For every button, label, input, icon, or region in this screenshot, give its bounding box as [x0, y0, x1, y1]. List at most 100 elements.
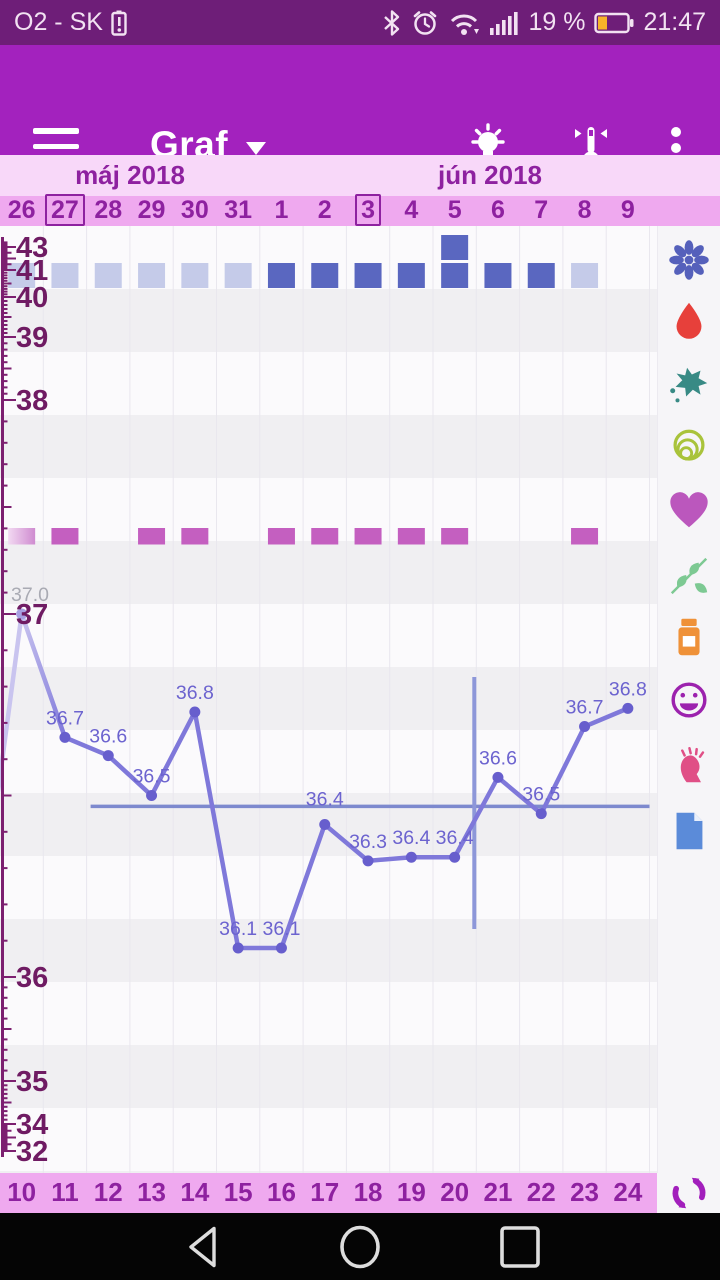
temp-point[interactable]	[275, 942, 287, 954]
bottom-date-cell[interactable]: 15	[223, 1177, 253, 1207]
temp-point[interactable]	[16, 608, 28, 620]
pink-indicator-bar	[267, 528, 295, 545]
battery-alert-icon	[111, 10, 127, 36]
bottom-date-cell[interactable]: 12	[93, 1177, 123, 1207]
bbt-chart[interactable]: 37.0 36.7 36.6 36.5 36.8 36.1 36.1 36.4 36.3 36.4…	[0, 226, 720, 1173]
top-date-cell[interactable]: 4	[404, 196, 419, 224]
symptom-square	[94, 263, 122, 288]
bottom-date-cell[interactable]: 22	[526, 1177, 556, 1207]
bottom-date-cell[interactable]: 18	[353, 1177, 383, 1207]
top-date-cell[interactable]: 28	[94, 196, 123, 224]
temp-point[interactable]	[189, 706, 201, 718]
symptom-square	[397, 263, 425, 288]
top-date-cell[interactable]: 5	[447, 196, 462, 224]
temp-point[interactable]	[102, 750, 114, 762]
pink-indicator-bar	[311, 528, 339, 545]
symptom-icon-panel	[657, 226, 720, 1173]
pink-indicator-bar	[441, 528, 469, 545]
herbs-icon[interactable]	[666, 553, 712, 599]
temp-value-label: 36.4	[436, 827, 474, 849]
bottom-date-cell[interactable]: 23	[570, 1177, 599, 1207]
mood-icon[interactable]	[666, 677, 712, 723]
temp-point[interactable]	[405, 851, 417, 863]
temp-point[interactable]	[579, 721, 591, 733]
temp-value-label: 36.8	[609, 678, 647, 700]
temp-point[interactable]	[622, 702, 634, 714]
bottom-date-row: 10 11 12 13 14 15 16 17 18 19 20 21 22 23 24	[0, 1173, 657, 1213]
bottom-date-cell[interactable]: 20	[440, 1177, 470, 1207]
bottom-date-cell[interactable]: 19	[396, 1177, 426, 1207]
bottom-date-cell[interactable]: 17	[310, 1177, 340, 1207]
bottom-date-cell[interactable]: 14	[180, 1177, 210, 1207]
bottom-date-cell[interactable]: 10	[7, 1177, 37, 1207]
battery-percent-label: 19 %	[528, 8, 586, 36]
top-date-cell[interactable]: 1	[274, 196, 289, 224]
y-axis-label: 35	[16, 1066, 48, 1098]
top-date-cell[interactable]: 30	[180, 196, 209, 224]
chart-plot[interactable]: 37.036.736.636.536.836.1 36.136.436.3 36.4…	[0, 226, 657, 1173]
symptom-square	[138, 263, 166, 288]
top-date-cell[interactable]: 27	[43, 194, 86, 226]
pink-indicator-bar	[181, 528, 209, 545]
temp-value-label: 36.8	[176, 682, 214, 704]
temp-point[interactable]	[232, 942, 244, 954]
bottom-date-cell[interactable]: 16	[266, 1177, 296, 1207]
chevron-down-icon[interactable]	[246, 142, 266, 155]
symptom-square	[8, 263, 36, 288]
top-date-cell[interactable]: 3	[346, 194, 389, 226]
temp-value-label: 36.1	[219, 918, 257, 940]
temp-value-label: 36.1	[262, 918, 300, 940]
temp-value-label: 36.5	[133, 766, 171, 788]
y-axis-label: 32	[16, 1136, 48, 1168]
bottom-date-cell[interactable]: 11	[51, 1177, 79, 1207]
home-icon[interactable]	[337, 1225, 383, 1269]
note-icon[interactable]	[666, 808, 712, 854]
symptom-square	[354, 263, 382, 288]
flower-icon[interactable]	[666, 237, 712, 283]
symptom-square	[181, 263, 209, 288]
bluetooth-icon	[384, 9, 400, 36]
sync-icon[interactable]	[670, 1174, 708, 1212]
stress-icon[interactable]	[666, 742, 712, 788]
month-label-may: máj 2018	[75, 160, 185, 190]
top-date-cell[interactable]: 2	[317, 196, 332, 224]
temp-point[interactable]	[362, 855, 374, 867]
wifi-icon	[451, 14, 480, 35]
heart-icon[interactable]	[666, 487, 712, 533]
y-axis-label: 34	[16, 1109, 48, 1141]
recents-icon[interactable]	[497, 1225, 543, 1269]
symptom-square	[527, 263, 555, 288]
pink-indicator-bar	[397, 528, 425, 545]
pink-indicator-bar	[354, 528, 382, 545]
temp-point[interactable]	[59, 731, 71, 743]
symptom-square	[51, 263, 79, 288]
temp-point[interactable]	[319, 819, 331, 831]
blood-drop-icon[interactable]	[666, 299, 712, 345]
temp-value-label: 36.5	[522, 784, 560, 806]
temp-point[interactable]	[449, 851, 461, 863]
medicine-icon[interactable]	[666, 614, 712, 660]
temp-value-label: 36.7	[46, 707, 84, 729]
top-date-cell[interactable]: 31	[224, 196, 253, 224]
top-date-cell[interactable]: 7	[534, 196, 549, 224]
pink-indicator-bar	[571, 528, 599, 545]
bottom-date-cell[interactable]: 21	[483, 1177, 513, 1207]
bottom-date-cell[interactable]: 13	[137, 1177, 166, 1207]
top-date-cell[interactable]: 6	[490, 196, 505, 224]
splash-icon[interactable]	[666, 362, 712, 408]
temp-point[interactable]	[535, 808, 547, 820]
top-date-cell[interactable]: 9	[620, 196, 635, 224]
symptom-square	[441, 263, 469, 288]
temp-value-label: 36.6	[89, 726, 127, 748]
top-date-cell[interactable]: 8	[577, 196, 592, 224]
top-date-cell[interactable]: 26	[7, 196, 36, 224]
bottom-date-cell[interactable]: 24	[613, 1177, 643, 1207]
temp-point[interactable]	[492, 771, 504, 783]
circles-icon[interactable]	[666, 425, 712, 471]
sync-area	[657, 1173, 720, 1213]
top-date-cell[interactable]: 29	[137, 196, 166, 224]
y-axis-label: 40	[16, 282, 48, 314]
back-icon[interactable]	[183, 1225, 229, 1269]
temp-point[interactable]	[146, 790, 158, 801]
